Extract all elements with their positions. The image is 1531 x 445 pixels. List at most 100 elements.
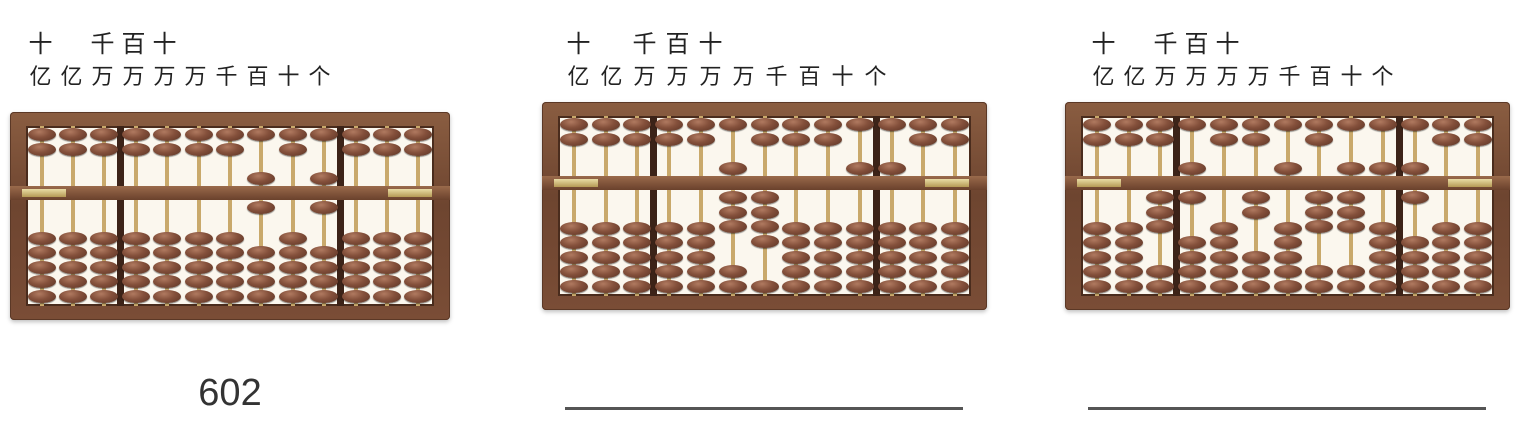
lower-bead[interactable] (1146, 205, 1175, 219)
upper-bead[interactable] (1114, 118, 1143, 131)
lower-bead[interactable] (718, 220, 747, 233)
lower-bead[interactable] (278, 246, 307, 259)
upper-bead[interactable] (341, 142, 370, 156)
lower-bead[interactable] (216, 260, 244, 274)
lower-bead[interactable] (372, 289, 401, 303)
upper-bead[interactable] (278, 128, 307, 141)
upper-bead[interactable] (845, 118, 874, 131)
lower-bead[interactable] (1114, 279, 1143, 293)
lower-bead[interactable] (1432, 279, 1461, 293)
upper-bead[interactable] (1146, 132, 1175, 146)
lower-bead[interactable] (686, 279, 715, 293)
lower-bead[interactable] (90, 246, 119, 259)
lower-bead[interactable] (1082, 221, 1111, 235)
lower-bead[interactable] (1464, 279, 1493, 293)
lower-bead[interactable] (718, 265, 747, 278)
lower-bead[interactable] (1464, 221, 1493, 235)
lower-bead[interactable] (1114, 236, 1143, 249)
lower-bead[interactable] (718, 191, 747, 204)
lower-bead[interactable] (718, 205, 747, 219)
lower-bead[interactable] (655, 250, 684, 264)
upper-bead[interactable] (1082, 118, 1111, 131)
lower-bead[interactable] (341, 231, 370, 245)
upper-bead[interactable] (718, 161, 747, 175)
lower-bead[interactable] (1209, 221, 1238, 235)
lower-bead[interactable] (1305, 191, 1334, 204)
lower-bead[interactable] (623, 236, 652, 249)
lower-bead[interactable] (278, 260, 307, 274)
lower-bead[interactable] (686, 265, 715, 278)
lower-bead[interactable] (941, 250, 970, 264)
upper-bead[interactable] (1368, 161, 1397, 175)
lower-bead[interactable] (1082, 250, 1111, 264)
upper-bead[interactable] (404, 128, 433, 141)
lower-bead[interactable] (1082, 279, 1111, 293)
lower-bead[interactable] (877, 250, 906, 264)
upper-bead[interactable] (216, 142, 244, 156)
lower-bead[interactable] (1241, 265, 1270, 278)
lower-bead[interactable] (121, 260, 150, 274)
lower-bead[interactable] (90, 289, 119, 303)
upper-bead[interactable] (686, 118, 715, 131)
upper-bead[interactable] (1146, 118, 1175, 131)
lower-bead[interactable] (27, 231, 56, 245)
lower-bead[interactable] (184, 289, 213, 303)
lower-bead[interactable] (782, 279, 811, 293)
lower-bead[interactable] (814, 221, 843, 235)
lower-bead[interactable] (216, 231, 244, 245)
lower-bead[interactable] (121, 289, 150, 303)
lower-bead[interactable] (718, 279, 747, 293)
lower-bead[interactable] (686, 236, 715, 249)
upper-bead[interactable] (1305, 118, 1334, 131)
lower-bead[interactable] (1146, 191, 1175, 204)
upper-bead[interactable] (184, 142, 213, 156)
lower-bead[interactable] (153, 231, 182, 245)
lower-bead[interactable] (341, 260, 370, 274)
lower-bead[interactable] (216, 289, 244, 303)
lower-bead[interactable] (1400, 279, 1429, 293)
lower-bead[interactable] (750, 234, 779, 248)
lower-bead[interactable] (941, 279, 970, 293)
lower-bead[interactable] (1368, 236, 1397, 249)
lower-bead[interactable] (1146, 279, 1175, 293)
lower-bead[interactable] (559, 221, 588, 235)
lower-bead[interactable] (59, 231, 88, 245)
upper-bead[interactable] (1178, 161, 1207, 175)
answer-blank-line[interactable] (1088, 407, 1486, 410)
upper-bead[interactable] (877, 118, 906, 131)
upper-bead[interactable] (782, 132, 811, 146)
lower-bead[interactable] (1337, 279, 1366, 293)
lower-bead[interactable] (27, 289, 56, 303)
upper-bead[interactable] (247, 171, 276, 185)
lower-bead[interactable] (121, 231, 150, 245)
lower-bead[interactable] (782, 221, 811, 235)
lower-bead[interactable] (909, 236, 938, 249)
lower-bead[interactable] (341, 246, 370, 259)
lower-bead[interactable] (1368, 250, 1397, 264)
lower-bead[interactable] (372, 231, 401, 245)
lower-bead[interactable] (59, 246, 88, 259)
lower-bead[interactable] (1209, 236, 1238, 249)
lower-bead[interactable] (1432, 236, 1461, 249)
lower-bead[interactable] (310, 260, 339, 274)
upper-bead[interactable] (1178, 118, 1207, 131)
upper-bead[interactable] (1114, 132, 1143, 146)
lower-bead[interactable] (27, 246, 56, 259)
upper-bead[interactable] (845, 161, 874, 175)
lower-bead[interactable] (59, 275, 88, 288)
upper-bead[interactable] (278, 142, 307, 156)
lower-bead[interactable] (909, 265, 938, 278)
upper-bead[interactable] (814, 118, 843, 131)
lower-bead[interactable] (278, 275, 307, 288)
lower-bead[interactable] (750, 205, 779, 219)
upper-bead[interactable] (1400, 161, 1429, 175)
lower-bead[interactable] (909, 221, 938, 235)
lower-bead[interactable] (1305, 279, 1334, 293)
lower-bead[interactable] (655, 236, 684, 249)
lower-bead[interactable] (184, 275, 213, 288)
upper-bead[interactable] (877, 161, 906, 175)
lower-bead[interactable] (623, 250, 652, 264)
upper-bead[interactable] (121, 128, 150, 141)
lower-bead[interactable] (845, 236, 874, 249)
lower-bead[interactable] (1400, 265, 1429, 278)
